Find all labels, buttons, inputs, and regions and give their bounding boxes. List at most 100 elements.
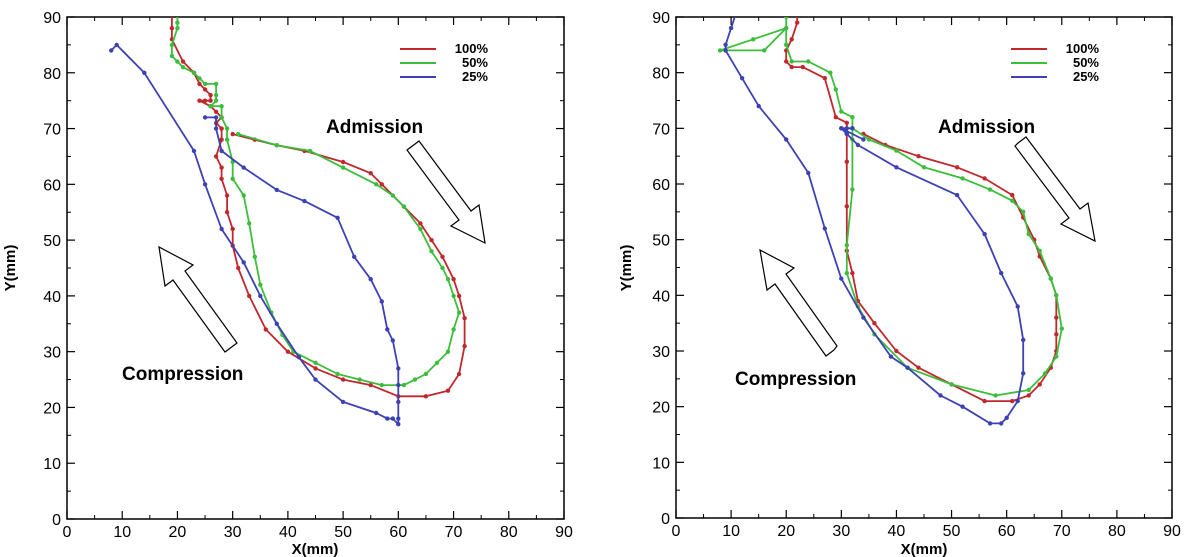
data-point [456,310,462,315]
data-point [839,109,844,114]
data-point [230,226,235,232]
data-point [307,148,313,154]
data-point [822,226,827,231]
data-point [429,237,434,243]
data-point [861,315,866,320]
data-point [247,221,252,226]
data-point [191,70,197,76]
data-point [451,293,456,299]
data-point [213,98,219,103]
data-point [756,103,761,109]
data-point [905,365,910,370]
data-point [335,215,340,220]
x-axis-title: X(mm) [901,541,948,557]
data-point [379,182,384,187]
data-point [296,355,302,360]
data-point [1043,371,1048,376]
y-axis-title: Y(mm) [2,245,19,292]
annotation-admission: Admission [326,117,486,245]
data-point [335,371,340,377]
annotation-compression: Compression [735,248,856,390]
data-point [208,98,213,103]
data-point [1054,315,1059,320]
data-point [340,159,346,165]
data-point [1054,332,1059,337]
data-point [872,321,877,326]
data-point [109,48,114,53]
x-tick-label: 60 [389,524,407,541]
data-point [368,171,373,176]
data-point [844,243,849,248]
x-tick-label: 40 [279,524,297,541]
data-point [423,394,429,399]
data-point [445,349,451,354]
data-point [434,360,440,365]
data-point [960,404,965,409]
data-point [175,20,180,25]
data-point [274,143,279,148]
data-point [224,210,230,215]
data-point [844,131,849,137]
data-point [960,176,965,181]
data-point [224,137,230,142]
data-point [385,327,390,332]
data-point [202,87,208,92]
data-point [806,59,811,64]
data-point [723,42,728,47]
legend-label: 50% [462,55,488,70]
data-point [313,366,318,371]
data-point [274,187,279,193]
data-point [451,327,456,332]
data-point [396,422,401,427]
data-point [723,48,728,53]
arrow-up-left-icon [158,245,238,353]
data-point [258,282,263,287]
data-point [423,371,429,377]
data-point [1021,337,1026,343]
data-point [202,81,208,87]
data-point [241,165,246,170]
data-point [1026,387,1031,393]
data-point [379,299,384,304]
data-point [795,20,800,25]
data-point [313,377,318,382]
data-point [114,42,119,48]
data-point [169,53,175,59]
data-point [219,226,224,232]
data-point [795,9,799,13]
data-point [202,98,208,103]
data-point [396,416,401,421]
data-point [390,193,395,198]
data-point [274,321,279,326]
y-tick-label: 40 [43,289,61,306]
data-point [219,137,224,142]
y-tick-label: 40 [652,288,670,305]
data-point [202,182,208,187]
tick-group: 0 10 20 30 40 50 60 70 80 90 0 10 20 30 40 50 60 70 80 90 [652,10,1181,540]
x-tick-label: 0 [63,524,72,541]
data-point [789,64,794,70]
data-point [180,65,186,70]
y-tick-label: 10 [652,455,670,472]
data-point [855,142,861,148]
x-tick-label: 10 [722,523,740,540]
data-point [844,126,849,131]
data-point [789,37,794,42]
data-point [258,293,263,299]
x-tick-label: 0 [672,523,681,540]
data-point [313,360,318,365]
data-point [197,98,202,103]
data-point [800,64,805,70]
data-point [219,165,224,170]
data-point [717,48,723,53]
legend-label: 100% [455,41,489,56]
annotation-admission: Admission [938,117,1096,243]
data-point [1037,248,1042,253]
data-point [230,131,235,137]
data-point [418,226,423,232]
data-point [224,193,230,198]
data-point [844,159,849,164]
legend-label: 25% [462,69,488,84]
data-point [844,204,849,209]
